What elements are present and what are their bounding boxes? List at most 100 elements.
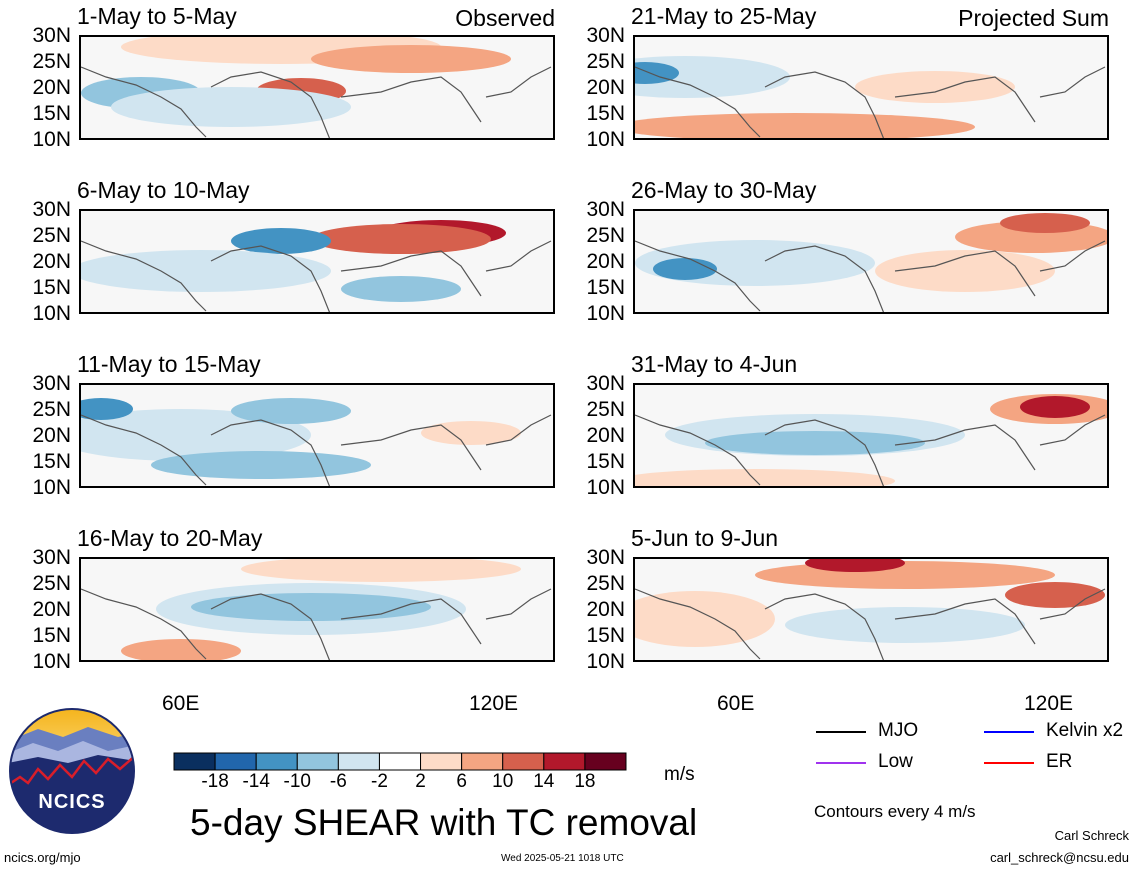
map-panel [79, 35, 555, 140]
lon-label: 60E [162, 692, 200, 715]
coastline [81, 588, 552, 660]
colorbar-swatch [584, 752, 627, 771]
shading-region [635, 591, 775, 647]
footer-timestamp: Wed 2025-05-21 1018 UTC [501, 853, 624, 864]
lat-label: 30N [586, 198, 625, 221]
lat-label: 10N [586, 650, 625, 673]
colorbar-swatch [255, 752, 298, 771]
lat-label: 15N [32, 102, 71, 125]
shading-region [635, 62, 679, 84]
colorbar-swatch [173, 752, 216, 771]
colorbar-swatch [461, 752, 504, 771]
colorbar-swatch [502, 752, 545, 771]
panel-tag: Observed [455, 5, 555, 31]
colorbar-swatch [337, 752, 380, 771]
lat-label: 25N [586, 398, 625, 421]
shading-region [341, 276, 461, 302]
lat-label: 15N [32, 624, 71, 647]
map-panel [633, 557, 1109, 662]
coastline [635, 66, 1106, 138]
coastline [81, 66, 552, 138]
ncics-logo: NCICS [8, 707, 136, 835]
coastline [81, 240, 552, 312]
colorbar-swatch [214, 752, 257, 771]
colorbar-swatch [296, 752, 339, 771]
lat-label: 10N [586, 128, 625, 151]
lon-label: 120E [469, 692, 519, 715]
lat-label: 30N [32, 198, 71, 221]
legend-label: ER [1046, 751, 1073, 772]
colorbar-tick-label: 10 [492, 771, 514, 792]
legend-line [816, 762, 866, 764]
footer-author: Carl Schreck [1054, 828, 1129, 843]
shading-region [121, 639, 241, 660]
colorbar-tick-label: 2 [415, 771, 426, 792]
lat-label: 20N [586, 250, 625, 273]
lat-label: 30N [586, 24, 625, 47]
shading-region [1005, 582, 1105, 608]
lat-label: 25N [586, 224, 625, 247]
shading-region [875, 250, 1055, 292]
lat-label: 25N [32, 50, 71, 73]
map-panel [79, 383, 555, 488]
colorbar-tick-label: 6 [456, 771, 467, 792]
map-field [635, 559, 1106, 660]
lon-label: 60E [717, 692, 755, 715]
legend-label: Low [878, 751, 913, 772]
legend-line [984, 762, 1034, 764]
panel-title: 16-May to 20-May [77, 525, 263, 551]
panel-title: 1-May to 5-May [77, 3, 237, 29]
legend-line [816, 731, 866, 733]
map-panel [633, 383, 1109, 488]
map-field [635, 213, 1107, 312]
lat-label: 20N [32, 250, 71, 273]
lat-label: 30N [32, 546, 71, 569]
legend-line [984, 731, 1034, 733]
lon-label: 120E [1024, 692, 1074, 715]
shading-region [1020, 396, 1090, 418]
coastline [81, 414, 552, 486]
footer-email: carl_schreck@ncsu.edu [990, 850, 1129, 865]
lat-label: 15N [32, 450, 71, 473]
lat-label: 10N [32, 476, 71, 499]
map-field [635, 394, 1107, 486]
panel-title: 21-May to 25-May [631, 3, 817, 29]
shading-region [81, 250, 331, 292]
colorbar-tick-label: -18 [201, 771, 229, 792]
colorbar-swatches [173, 752, 627, 771]
lat-label: 30N [586, 372, 625, 395]
coastline [635, 240, 1106, 312]
map-field [81, 220, 552, 312]
lat-label: 15N [586, 450, 625, 473]
lat-label: 15N [32, 276, 71, 299]
shading-region [1000, 213, 1090, 233]
lat-label: 15N [586, 276, 625, 299]
colorbar-swatch [420, 752, 463, 771]
shading-region [855, 71, 1015, 103]
shading-region [231, 228, 331, 254]
shading-region [635, 56, 790, 98]
lat-label: 30N [32, 372, 71, 395]
lat-label: 25N [586, 50, 625, 73]
contours-note: Contours every 4 m/s [814, 802, 976, 821]
logo-text: NCICS [38, 791, 106, 813]
shading-region [191, 593, 431, 621]
lat-label: 10N [32, 302, 71, 325]
colorbar-tick-label: 14 [533, 771, 555, 792]
lat-label: 30N [32, 24, 71, 47]
map-field [81, 37, 552, 138]
lat-label: 25N [32, 398, 71, 421]
footer-url[interactable]: ncics.org/mjo [4, 850, 81, 865]
shading-region [111, 87, 351, 127]
shading-region [241, 559, 521, 582]
panel-title: 26-May to 30-May [631, 177, 817, 203]
legend-label: Kelvin x2 [1046, 720, 1124, 741]
coastline [635, 588, 1106, 660]
shading-region [81, 409, 311, 461]
shading-region [635, 113, 975, 138]
lat-label: 20N [32, 76, 71, 99]
lat-label: 10N [32, 128, 71, 151]
shading-region [785, 607, 1025, 643]
lat-label: 20N [32, 424, 71, 447]
panel-title: 5-Jun to 9-Jun [631, 525, 779, 551]
